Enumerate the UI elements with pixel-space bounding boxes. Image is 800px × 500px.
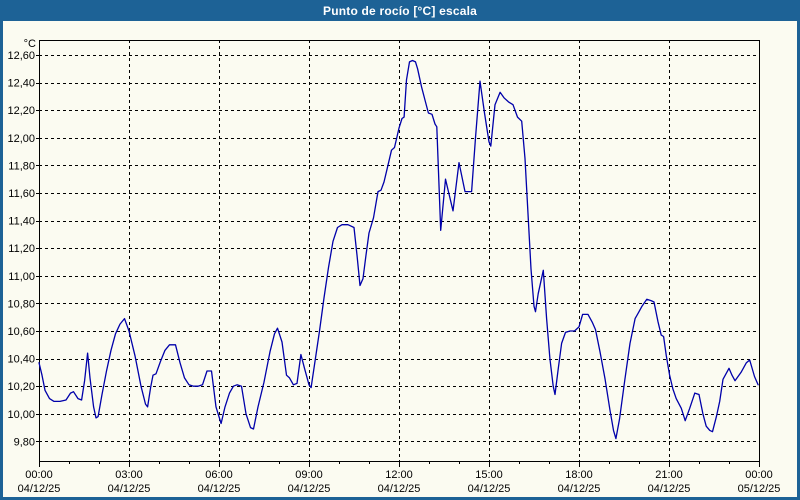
y-tick-label: 11,80: [8, 160, 35, 172]
y-tick-label: 11,40: [8, 216, 35, 228]
y-tick-label: 11,00: [8, 271, 35, 283]
axes: [36, 55, 760, 467]
x-tick-date-label: 04/12/25: [648, 483, 691, 495]
y-tick-label: 10,20: [7, 381, 35, 393]
x-tick-time-label: 09:00: [295, 469, 323, 481]
y-tick-label: 10,80: [7, 298, 35, 310]
y-tick-label: 12,60: [7, 50, 35, 62]
x-tick-time-label: 00:00: [25, 469, 53, 481]
x-tick-date-label: 05/12/25: [738, 483, 781, 495]
x-tick-date-label: 04/12/25: [468, 483, 511, 495]
plot-border: [39, 40, 760, 462]
y-tick-label: 10,00: [7, 409, 35, 421]
window-titlebar[interactable]: Punto de rocío [°C] escala: [0, 0, 800, 21]
window-title: Punto de rocío [°C] escala: [322, 3, 478, 18]
x-tick-date-label: 04/12/25: [288, 483, 331, 495]
y-tick-label: 11,20: [8, 243, 35, 255]
dewpoint-line-series: [38, 59, 759, 440]
y-tick-label: 11,60: [8, 188, 35, 200]
x-tick-date-label: 04/12/25: [18, 483, 61, 495]
x-tick-date-label: 04/12/25: [198, 483, 241, 495]
y-tick-label: 12,20: [7, 105, 35, 117]
x-tick-time-label: 21:00: [655, 469, 683, 481]
x-tick-time-label: 18:00: [565, 469, 593, 481]
x-tick-date-label: 04/12/25: [378, 483, 421, 495]
x-tick-time-label: 03:00: [115, 469, 143, 481]
y-tick-label: 10,60: [7, 326, 35, 338]
x-tick-date-label: 04/12/25: [108, 483, 151, 495]
y-tick-label: 9,80: [14, 436, 35, 448]
y-tick-label: 12,40: [7, 78, 35, 90]
x-tick-time-label: 12:00: [385, 469, 413, 481]
gridlines: [39, 40, 759, 461]
y-axis-unit-label: °C: [24, 38, 36, 50]
x-tick-date-label: 04/12/25: [558, 483, 601, 495]
x-tick-time-label: 15:00: [475, 469, 503, 481]
y-tick-label: 12,00: [7, 133, 35, 145]
x-tick-time-label: 06:00: [205, 469, 233, 481]
x-tick-time-label: 00:00: [745, 469, 773, 481]
y-tick-label: 10,40: [7, 354, 35, 366]
